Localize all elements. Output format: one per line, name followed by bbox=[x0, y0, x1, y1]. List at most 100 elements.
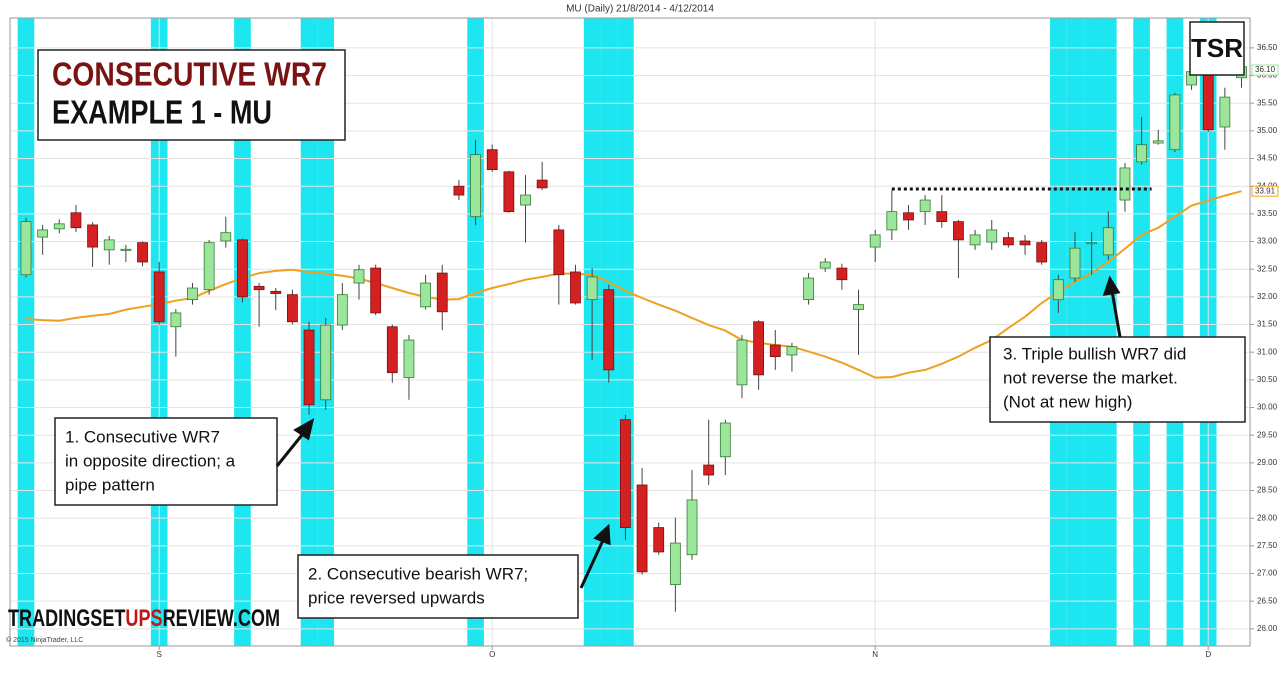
heading-line: EXAMPLE 1 - MU bbox=[52, 94, 272, 131]
candle-body bbox=[220, 232, 232, 242]
x-tick-label: O bbox=[489, 650, 495, 659]
highlight-band bbox=[467, 18, 484, 646]
candle-body bbox=[320, 324, 332, 401]
candle-body bbox=[336, 294, 348, 326]
y-tick-label: 27.50 bbox=[1257, 541, 1278, 550]
candle-body bbox=[153, 271, 165, 323]
annotation-line: 1. Consecutive WR7 bbox=[65, 427, 220, 446]
candle-body bbox=[287, 294, 298, 323]
y-tick-label: 29.50 bbox=[1257, 430, 1278, 439]
price-marker bbox=[1251, 64, 1279, 76]
candle-body bbox=[253, 285, 265, 291]
heading-line: CONSECUTIVE WR7 bbox=[52, 56, 327, 93]
annotation-line: not reverse the market. bbox=[1003, 368, 1178, 387]
y-tick-label: 33.00 bbox=[1257, 237, 1278, 246]
y-tick-label: 28.50 bbox=[1257, 486, 1278, 495]
candle-body bbox=[753, 321, 765, 376]
candle-body bbox=[736, 339, 748, 386]
candle-body bbox=[353, 269, 365, 284]
highlight-band bbox=[1083, 18, 1100, 646]
annotation-line: (Not at new high) bbox=[1003, 392, 1132, 411]
candle-body bbox=[53, 223, 65, 230]
candle-body bbox=[886, 211, 898, 231]
y-tick-label: 29.00 bbox=[1257, 458, 1278, 467]
candle-body bbox=[187, 287, 198, 301]
candle-body bbox=[1219, 96, 1231, 128]
y-tick-label: 32.00 bbox=[1257, 292, 1278, 301]
y-tick-label: 31.50 bbox=[1257, 320, 1278, 329]
x-tick-label: N bbox=[872, 650, 878, 659]
candle-body bbox=[786, 346, 798, 356]
candle-body bbox=[420, 282, 432, 308]
candle-body bbox=[719, 422, 731, 458]
arrow bbox=[579, 537, 606, 589]
y-tick-label: 31.00 bbox=[1257, 347, 1278, 356]
watermark-part: UPS bbox=[125, 605, 162, 632]
arrows bbox=[275, 275, 1122, 589]
annotation-box bbox=[989, 336, 1246, 423]
candle-body bbox=[803, 277, 814, 301]
candle-body bbox=[237, 239, 248, 298]
candle-body bbox=[520, 194, 531, 206]
logo-box bbox=[1189, 21, 1245, 76]
heading-box bbox=[37, 49, 346, 141]
candle-body bbox=[170, 312, 182, 328]
candle-body bbox=[453, 185, 465, 196]
candle-body bbox=[1119, 167, 1131, 201]
candle-body bbox=[137, 242, 148, 263]
watermark-part: REVIEW.COM bbox=[163, 605, 280, 632]
candle-body bbox=[20, 221, 32, 276]
candle-body bbox=[903, 212, 914, 221]
candle-body bbox=[636, 484, 648, 573]
annotation-line: in opposite direction; a bbox=[65, 451, 236, 470]
y-tick-label: 30.50 bbox=[1257, 375, 1278, 384]
candle-body bbox=[1202, 74, 1214, 131]
candle-body bbox=[620, 419, 631, 528]
candle-body bbox=[37, 229, 49, 238]
x-tick-label: D bbox=[1205, 650, 1211, 659]
price-label: 33.91 bbox=[1255, 186, 1276, 195]
highlight-band bbox=[1099, 18, 1117, 646]
highlight-band bbox=[1166, 18, 1184, 646]
x-tick-label: S bbox=[157, 650, 162, 659]
highlight-band bbox=[1050, 18, 1067, 646]
price-label: 36.10 bbox=[1255, 65, 1276, 74]
candle-body bbox=[653, 527, 665, 553]
annotation-line: price reversed upwards bbox=[308, 588, 485, 607]
candle-body bbox=[553, 229, 565, 276]
candle-body bbox=[303, 329, 315, 406]
y-tick-label: 35.50 bbox=[1257, 98, 1278, 107]
candle-body bbox=[1069, 247, 1081, 279]
candle-body bbox=[1086, 242, 1098, 245]
candle-body bbox=[669, 542, 681, 585]
candle-body bbox=[1136, 144, 1147, 163]
candle-body bbox=[436, 272, 448, 313]
candle-body bbox=[536, 179, 548, 189]
candle-body bbox=[603, 289, 615, 371]
annotation-box bbox=[54, 417, 278, 506]
annotation-line: 2. Consecutive bearish WR7; bbox=[308, 564, 528, 583]
candle-body bbox=[1052, 279, 1064, 301]
candle-body bbox=[1002, 237, 1014, 246]
highlight-band bbox=[1133, 18, 1150, 646]
price-marker bbox=[1251, 185, 1279, 197]
y-tick-label: 32.50 bbox=[1257, 264, 1278, 273]
candle-body bbox=[953, 221, 964, 241]
candle-body bbox=[203, 242, 215, 291]
annotation-line: pipe pattern bbox=[65, 475, 155, 494]
arrow-head bbox=[1102, 275, 1121, 296]
plot-area bbox=[10, 18, 1254, 650]
candle-body bbox=[1019, 240, 1031, 246]
y-tick-label: 30.00 bbox=[1257, 403, 1278, 412]
candle-body bbox=[470, 154, 481, 218]
candle-body bbox=[586, 276, 598, 301]
overlay: CONSECUTIVE WR7 EXAMPLE 1 - MU TSR TRADI… bbox=[6, 21, 1246, 644]
candle-body bbox=[686, 499, 698, 556]
candle-body bbox=[703, 464, 715, 476]
candle-body bbox=[986, 229, 998, 243]
y-tick-label: 26.00 bbox=[1257, 624, 1278, 633]
candle-body bbox=[853, 304, 864, 310]
candle-body bbox=[486, 149, 498, 171]
logo: TSR bbox=[1191, 33, 1243, 63]
y-tick-label: 34.50 bbox=[1257, 154, 1278, 163]
